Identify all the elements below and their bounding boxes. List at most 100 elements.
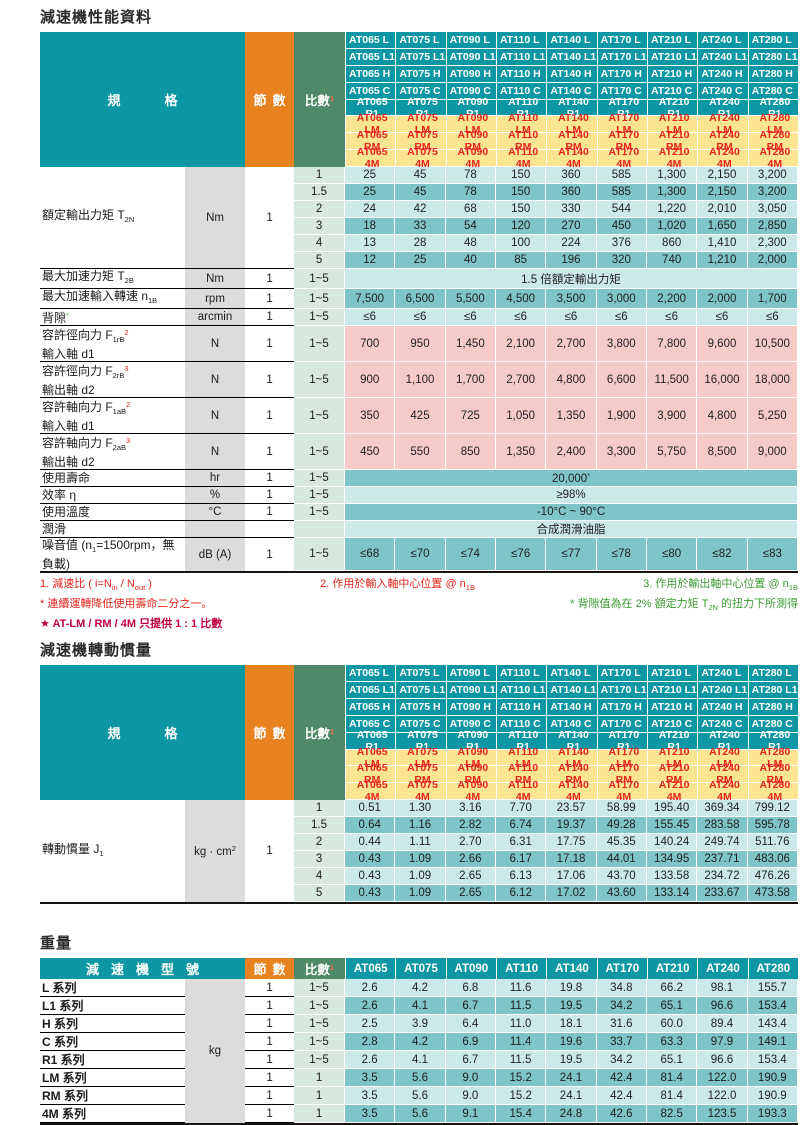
model-variant-label: AT170 L xyxy=(597,32,647,49)
model-variant-label: AT110 L xyxy=(497,32,547,49)
value-cell: 3,050 xyxy=(747,201,798,219)
value-cell: 2.8 xyxy=(345,1033,396,1052)
weight-ratio-header: 比數1 xyxy=(294,958,346,980)
value-cell: 1,700 xyxy=(445,362,496,399)
model-variant-label: AT075 L xyxy=(396,32,446,49)
series-l1-stages: 1 xyxy=(245,997,295,1016)
weight-spec-table: 減速機型號 節數 比數1 AT065 AT075 AT090 AT110 AT140 AT170… xyxy=(40,958,798,1124)
value-cell: ≤76 xyxy=(496,538,547,572)
value-cell: 3,200 xyxy=(747,184,798,202)
model-variant-label: AT110 4M xyxy=(497,779,547,803)
value-cell: 24.1 xyxy=(546,1069,597,1088)
footnote-life: * 連續運轉降低使用壽命二分之一。 xyxy=(40,598,213,611)
model-variant-label: AT280 L1 xyxy=(748,48,798,66)
efficiency-value: ≥98% xyxy=(345,487,798,505)
radial-force-output-label: 容許徑向力 F2rB3 輸出軸 d2 xyxy=(40,362,185,399)
footnote-line: ★ AT-LM / RM / 4M 只提供 1 : 1 比數 xyxy=(40,616,798,632)
value-cell: 3.16 xyxy=(445,800,496,818)
value-cell: 1,450 xyxy=(445,326,496,363)
max-accel-input-speed-label: 最大加速輸入轉速 n1B xyxy=(40,289,185,310)
spec-row-moment-of-inertia: 5 0.43 1.09 2.65 6.12 17.02 43.60 133.14 233.67 4… xyxy=(40,885,798,903)
spec-row-moment-of-inertia: 轉動慣量 J1 kg · cm2 1 1 0.51 1.30 3.16 7.70 23.57 58… xyxy=(40,800,798,903)
series-lm-label: LM 系列 xyxy=(40,1069,185,1088)
series-lm-stages: 1 xyxy=(245,1069,295,1088)
service-life-label: 使用壽命 xyxy=(40,470,185,488)
value-cell: 49.28 xyxy=(596,817,647,835)
value-cell: 2.6 xyxy=(345,1051,396,1070)
weight-model-header-at075: AT075 xyxy=(395,958,446,980)
value-cell: 1,300 xyxy=(646,167,698,185)
axial-force-input-unit: N xyxy=(185,398,246,435)
value-cell: 1,410 xyxy=(697,235,748,253)
model-variant-label: AT210 4M xyxy=(647,146,698,170)
value-cell: 40 xyxy=(445,252,496,270)
value-cell: 54 xyxy=(445,218,496,236)
value-cell: 11.4 xyxy=(496,1033,547,1052)
model-header-at075: AT075 L AT075 L1 AT075 H AT075 C AT075 R1 AT0… xyxy=(395,32,446,170)
value-cell: 1.11 xyxy=(395,834,446,852)
value-cell: 511.76 xyxy=(747,834,798,852)
value-cell: 11,500 xyxy=(646,362,698,399)
value-cell: 42.4 xyxy=(596,1087,647,1106)
max-accel-input-speed-unit: rpm xyxy=(185,289,246,310)
radial-force-output-stages: 1 xyxy=(245,362,295,399)
value-cell: 3,500 xyxy=(546,289,597,310)
operating-temperature-stages: 1 xyxy=(245,504,295,522)
rated-output-torque-label: 額定輸出力矩 T2N xyxy=(40,167,185,270)
value-cell: 81.4 xyxy=(646,1087,698,1106)
value-cell: 96.6 xyxy=(697,997,748,1016)
operating-temperature-ratio: 1~5 xyxy=(294,504,346,522)
radial-force-input-unit: N xyxy=(185,326,246,363)
value-cell: ≤78 xyxy=(596,538,647,572)
model-variant-label: AT090 R1 xyxy=(446,96,496,120)
model-variant-label: AT110 L1 xyxy=(497,682,547,699)
value-cell: 68 xyxy=(445,201,496,219)
value-cell: 19.37 xyxy=(546,817,597,835)
series-h-stages: 1 xyxy=(245,1015,295,1034)
value-cell: 5.6 xyxy=(395,1069,446,1088)
performance-spec-header: 規格 xyxy=(40,32,246,168)
model-variant-label: AT280 R1 xyxy=(748,96,798,120)
model-variant-label: AT280 L xyxy=(748,665,798,683)
model-variant-label: AT280 4M xyxy=(748,146,798,170)
model-variant-label: AT075 L1 xyxy=(396,682,446,699)
value-cell: 3.5 xyxy=(345,1087,396,1106)
value-cell: 233.67 xyxy=(697,885,748,903)
axial-force-output-label: 容許軸向力 F2aB3 輸出軸 d2 xyxy=(40,434,185,471)
footnote-backlash: * 背隙值為在 2% 額定力矩 T2N 的扭力下所測得 xyxy=(570,598,798,613)
value-cell: 25 xyxy=(395,252,446,270)
value-cell: 11.6 xyxy=(496,979,547,998)
value-cell: 1,020 xyxy=(646,218,698,236)
value-cell: 3,900 xyxy=(646,398,698,435)
backlash-unit: arcmin xyxy=(185,309,246,327)
value-cell: 2.5 xyxy=(345,1015,396,1034)
value-cell: 96.6 xyxy=(697,1051,748,1070)
value-cell: 123.5 xyxy=(697,1105,748,1124)
series-lm-ratio: 1 xyxy=(294,1069,346,1088)
weight-row-series-l: L 系列 kg 1 1~5 2.6 4.2 6.8 11.6 19.8 34.8 66.2 98.1 1… xyxy=(40,979,798,1124)
model-header-at240: AT240 L AT240 L1 AT240 H AT240 C AT240 R1 AT2… xyxy=(697,32,748,170)
model-variant-label: AT065 R1 xyxy=(346,729,396,753)
value-cell: 376 xyxy=(596,235,647,253)
value-cell: 860 xyxy=(646,235,698,253)
model-variant-label: AT065 L1 xyxy=(346,48,396,66)
model-header-at065: AT065 L AT065 L1 AT065 H AT065 C AT065 R1 AT0… xyxy=(345,665,396,803)
footnote-line: 1. 減速比 ( i=Nin / Nout ) 2. 作用於輸入軸中心位置 @ n… xyxy=(40,576,798,596)
value-cell: 100 xyxy=(496,235,547,253)
value-cell: 24.1 xyxy=(546,1087,597,1106)
ratio-label: 比數 xyxy=(304,727,330,742)
model-variant-label: AT210 L1 xyxy=(647,48,698,66)
noise-level-unit: dB (A) xyxy=(185,538,246,572)
weight-row-series-lm: LM 系列 1 1 3.5 5.6 9.0 15.2 24.1 42.4 81.4 122.0 190… xyxy=(40,1069,798,1088)
section-title-weight: 重量 xyxy=(40,935,73,953)
model-variant-label: AT170 H xyxy=(597,65,647,83)
spec-row-backlash: 背隙* arcmin 1 1~5 ≤6 ≤6 ≤6 ≤6 ≤6 ≤6 ≤6 ≤6 ≤6 xyxy=(40,309,798,327)
value-cell: 2,700 xyxy=(546,326,597,363)
lubrication-unit xyxy=(185,521,246,539)
spec-row-max-accel-torque: 最大加速力矩 T2B Nm 1 1~5 1.5 倍額定輸出力矩 xyxy=(40,269,798,290)
model-variant-label: AT140 H xyxy=(547,65,597,83)
value-cell: 10,500 xyxy=(747,326,798,363)
weight-unit: kg xyxy=(185,979,246,1124)
model-variant-label: AT170 4M xyxy=(597,779,647,803)
weight-model-header-at140: AT140 xyxy=(546,958,597,980)
